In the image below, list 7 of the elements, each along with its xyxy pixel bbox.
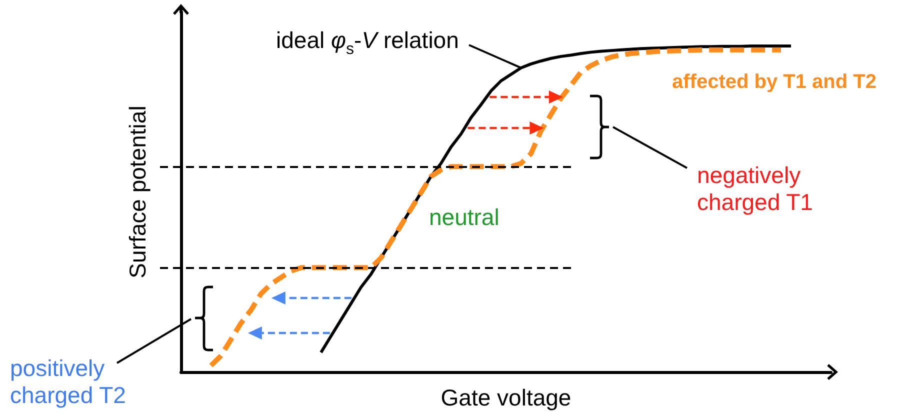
annotation: negatively charged T1 — [697, 162, 813, 215]
x-axis-title: Gate voltage — [440, 384, 572, 410]
y-axis-title: Surface potential — [124, 106, 150, 278]
legend-label: ideal φ$_{s}$-V relation — [276, 27, 459, 58]
text: positively charged T2 — [10, 355, 126, 408]
annotation: neutral — [429, 204, 500, 230]
series-label: affected by T1 and T2 — [672, 71, 876, 93]
